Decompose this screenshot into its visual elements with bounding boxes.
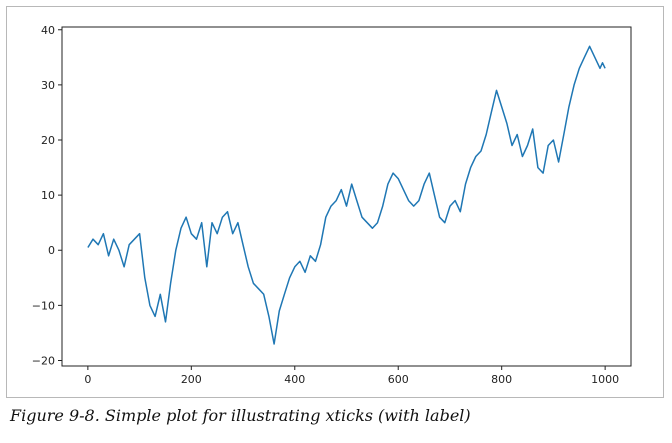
x-tick-label: 400	[284, 373, 305, 386]
y-tick-label: 10	[41, 189, 55, 202]
x-tick-label: 800	[491, 373, 512, 386]
y-tick-label: 40	[41, 24, 55, 37]
y-axis: −20 −10 0 10 20 30 40	[32, 24, 62, 367]
x-tick-label: 600	[388, 373, 409, 386]
y-tick-label: 30	[41, 79, 55, 92]
x-axis: 0 200 400 600 800 1000	[84, 366, 619, 386]
figure-caption: Figure 9-8. Simple plot for illustrating…	[10, 406, 471, 425]
y-tick-label: −20	[32, 354, 55, 367]
x-tick-label: 0	[84, 373, 91, 386]
y-tick-label: 0	[48, 244, 55, 257]
y-tick-label: −10	[32, 299, 55, 312]
y-tick-label: 20	[41, 134, 55, 147]
x-tick-label: 200	[181, 373, 202, 386]
series-line	[87, 45, 606, 345]
plot-area	[61, 26, 632, 367]
x-tick-label: 1000	[591, 373, 619, 386]
